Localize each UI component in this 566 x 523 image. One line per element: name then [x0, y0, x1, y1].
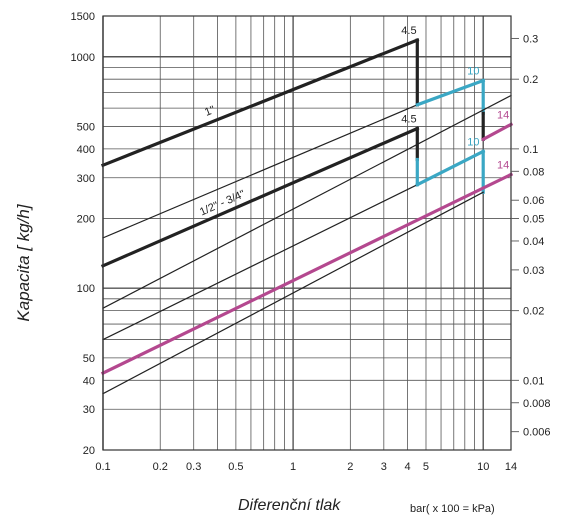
series-line — [102, 94, 512, 310]
x-tick-label: 2 — [347, 461, 353, 473]
series-line — [102, 183, 419, 341]
right-tick-label: 0.3 — [523, 33, 538, 45]
x-tick-label: 0.1 — [95, 461, 110, 473]
y-tick-label: 500 — [77, 121, 95, 133]
right-tick-label: 0.006 — [523, 427, 551, 439]
series-line — [415, 149, 486, 187]
right-tick-label: 0.008 — [523, 398, 551, 410]
y-tick-label: 100 — [77, 283, 95, 295]
series-line — [100, 126, 420, 268]
y-tick-label: 200 — [77, 214, 95, 226]
value-annotation: 10 — [467, 136, 479, 148]
plot-border — [102, 15, 512, 451]
value-annotation: 14 — [497, 109, 509, 121]
value-annotation: 10 — [467, 65, 479, 77]
y-axis-label: Kapacita [ kg/h] — [14, 203, 33, 321]
y-tick-label: 400 — [77, 144, 95, 156]
tick-labels: 0.1 0.2 0.3 0.5 1 2 3 4 5 10 14 20 30 40 50 100 200 300 40… — [71, 11, 551, 473]
x-axis-unit: bar( x 100 = kPa) — [410, 503, 495, 515]
series-line — [100, 172, 514, 376]
x-tick-label: 3 — [381, 461, 387, 473]
y-tick-label: 50 — [83, 353, 95, 365]
y-tick-label: 40 — [83, 375, 95, 387]
right-tick-label: 0.1 — [523, 144, 538, 156]
x-tick-label: 1 — [290, 461, 296, 473]
series-line — [102, 191, 485, 395]
x-tick-label: 10 — [477, 461, 489, 473]
right-tick-label: 0.05 — [523, 214, 544, 226]
x-tick-label: 0.5 — [228, 461, 243, 473]
y-tick-label: 1000 — [71, 52, 95, 64]
value-annotation: 14 — [497, 159, 509, 171]
series-line — [415, 78, 486, 107]
right-tick-label: 0.04 — [523, 236, 544, 248]
right-tick-label: 0.02 — [523, 306, 544, 318]
right-tick-label: 0.2 — [523, 74, 538, 86]
value-annotation: 4.5 — [401, 25, 416, 37]
x-tick-label: 4 — [405, 461, 411, 473]
y-tick-label: 30 — [83, 404, 95, 416]
y-tick-label: 1500 — [71, 11, 95, 23]
line-label-1-inch: 1" — [203, 104, 217, 119]
value-annotation: 4.5 — [401, 113, 416, 125]
right-tick-label: 0.03 — [523, 265, 544, 277]
series-lines — [100, 38, 514, 395]
right-tick-label: 0.06 — [523, 195, 544, 207]
x-tick-label: 0.3 — [186, 461, 201, 473]
series-line — [100, 38, 420, 168]
x-axis-label: Diferenční tlak — [238, 497, 341, 514]
series-line — [481, 122, 514, 142]
plot-frame — [102, 15, 512, 451]
right-tick-label: 0.08 — [523, 166, 544, 178]
y-tick-label: 20 — [83, 445, 95, 457]
grid — [102, 15, 512, 451]
right-tick-label: 0.01 — [523, 375, 544, 387]
x-tick-label: 0.2 — [153, 461, 168, 473]
x-tick-label: 14 — [505, 461, 517, 473]
x-tick-label: 5 — [423, 461, 429, 473]
series-line — [102, 104, 419, 239]
y-tick-label: 300 — [77, 173, 95, 185]
